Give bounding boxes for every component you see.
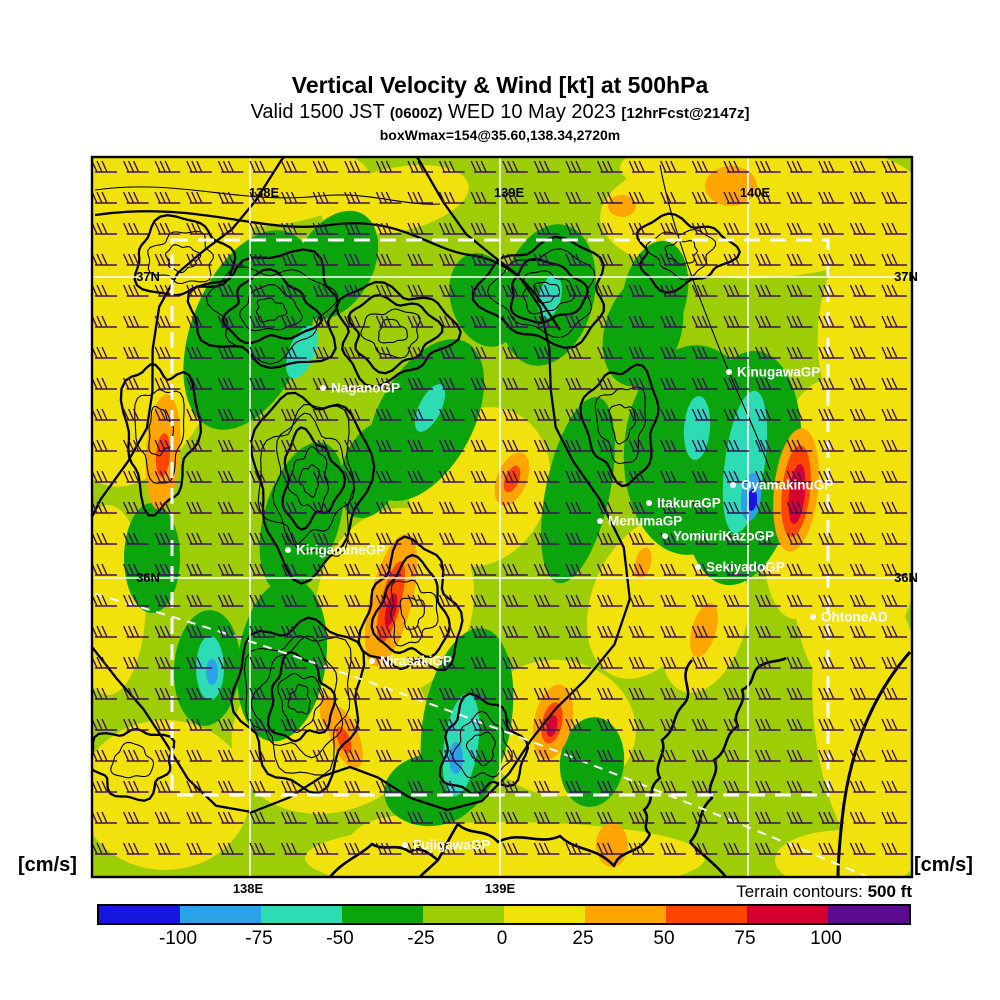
colorbar-segment xyxy=(504,906,585,923)
station-label-OhtoneAD: OhtoneAD xyxy=(821,610,888,625)
forecast-box-overlay xyxy=(94,238,869,878)
station-dot xyxy=(597,518,603,524)
station-label-KinugawaGP: KinugawaGP xyxy=(737,365,820,380)
colorbar-segment xyxy=(423,906,504,923)
station-dot xyxy=(285,547,291,553)
station-label-FujigawaGP: FujigawaGP xyxy=(413,838,490,853)
coordinate-label: 37N xyxy=(894,269,918,284)
station-label-NirasakiGP: NirasakiGP xyxy=(380,654,452,669)
boxwmax-annotation: boxWmax=154@35.60,138.34,2720m xyxy=(379,127,621,143)
bottom-longitude-label: 138E xyxy=(232,881,264,896)
coordinate-label: 139E xyxy=(494,185,525,200)
colorbar-segment xyxy=(666,906,747,923)
station-label-KirigamineGP: KirigamineGP xyxy=(296,543,385,558)
units-label-right: [cm/s] xyxy=(914,854,973,876)
colorbar-segment xyxy=(99,906,180,923)
station-dot xyxy=(730,482,736,488)
wind-barbs xyxy=(93,160,907,855)
tokyo-bay-coast xyxy=(642,659,694,836)
terrain-contour-note: Terrain contours: 500 ft xyxy=(736,882,912,901)
chart-valid-time: Valid 1500 JST (0600Z) WED 10 May 2023 [… xyxy=(0,101,1000,124)
colorbar-tick: -100 xyxy=(158,928,198,949)
station-dot xyxy=(646,500,652,506)
coordinate-label: 138E xyxy=(249,185,280,200)
suruga-coast xyxy=(329,842,440,876)
coordinate-label: 36N xyxy=(894,570,918,585)
bottom-longitude-label: 139E xyxy=(484,881,516,896)
miura-sagami-coast xyxy=(436,822,652,868)
colorbar-tick: 75 xyxy=(734,928,756,949)
station-dot xyxy=(662,533,668,539)
station-dot xyxy=(320,385,326,391)
colorbar-tick: -50 xyxy=(326,928,354,949)
colorbar-tick: 100 xyxy=(810,928,842,949)
graticule xyxy=(93,158,911,876)
units-label-left: [cm/s] xyxy=(18,854,77,876)
colorbar-tick: -75 xyxy=(245,928,273,949)
chart-title: Vertical Velocity & Wind [kt] at 500hPa xyxy=(291,72,709,98)
station-label-SekiyadoGP: SekiyadoGP xyxy=(706,560,785,575)
colorbar-segment xyxy=(261,906,342,923)
colorbar-tick: 0 xyxy=(496,928,508,949)
colorbar-tick: 50 xyxy=(653,928,675,949)
station-dot xyxy=(369,658,375,664)
coordinate-label: 36N xyxy=(136,570,160,585)
coordinate-labels: 138E 139E 140E 37N 36N 37N 36N xyxy=(136,185,918,585)
map-frame xyxy=(90,155,914,879)
station-dot xyxy=(810,614,816,620)
colorbar-tick: -25 xyxy=(407,928,435,949)
station-label-ItakuraGP: ItakuraGP xyxy=(657,496,721,511)
wmax-box xyxy=(170,238,830,797)
valid-time-utc: (0600Z) xyxy=(389,105,443,122)
station-label-OyamakinuGP: OyamakinuGP xyxy=(741,478,833,493)
valid-time-date: WED 10 May 2023 xyxy=(442,101,622,123)
colorbar-segment xyxy=(747,906,828,923)
station-label-NaganoGP: NaganoGP xyxy=(331,381,400,396)
station-labels: NaganoGP KinugawaGP OyamakinuGP ItakuraGP Me… xyxy=(285,365,888,853)
colorbar-segment xyxy=(585,906,666,923)
station-dot xyxy=(402,842,408,848)
colorbar-segment xyxy=(342,906,423,923)
velocity-colorbar xyxy=(97,904,911,925)
forecast-run-tag: [12hrFcst@2147z] xyxy=(621,105,750,122)
station-dot xyxy=(695,564,701,570)
coordinate-label: 37N xyxy=(136,269,160,284)
colorbar-segment xyxy=(828,906,909,923)
station-label-YomiuriKazoGP: YomiuriKazoGP xyxy=(673,529,774,544)
valid-time-prefix: Valid 1500 JST xyxy=(250,101,390,123)
colorbar-segment xyxy=(180,906,261,923)
coordinate-label: 140E xyxy=(740,185,771,200)
station-label-MenumaGP: MenumaGP xyxy=(608,514,682,529)
colorbar-tick: 25 xyxy=(572,928,594,949)
station-dot xyxy=(726,369,732,375)
